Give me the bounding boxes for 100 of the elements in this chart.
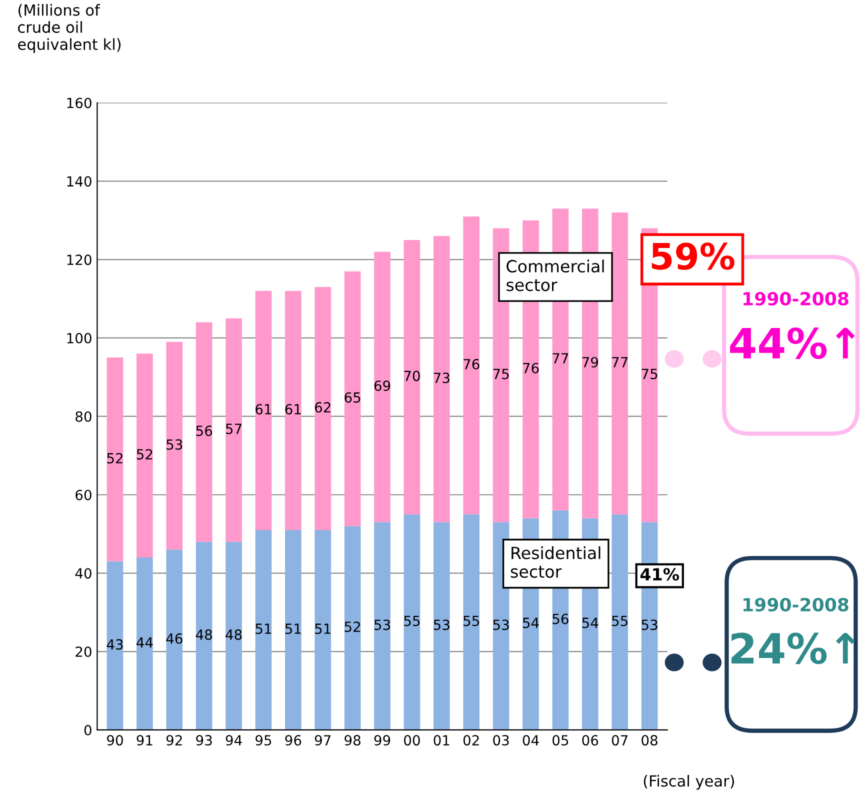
- y-tick-label: 80: [76, 411, 92, 422]
- data-label: 43: [106, 639, 123, 650]
- bar: [612, 514, 628, 730]
- y-axis-title: (Millions of crude oil equivalent kl): [18, 4, 121, 54]
- data-label: 76: [523, 362, 539, 374]
- x-tick-label: 96: [285, 735, 302, 746]
- bar: [226, 318, 242, 542]
- annotation: 59%: [652, 242, 734, 270]
- bar: [374, 252, 390, 522]
- annotation: Residential sector: [510, 546, 600, 578]
- bar: [314, 287, 332, 530]
- x-tick-label: 00: [404, 735, 420, 746]
- y-tick-label: 140: [67, 176, 92, 187]
- data-label: 62: [315, 402, 330, 413]
- data-label: 70: [404, 370, 420, 382]
- data-label: 48: [196, 629, 212, 640]
- bar: [285, 530, 302, 730]
- y-tick-label: 160: [67, 98, 92, 108]
- data-label: 56: [196, 426, 212, 436]
- y-tick-label: 40: [75, 568, 92, 579]
- x-tick-label: 03: [493, 735, 509, 746]
- data-label: 53: [434, 620, 450, 630]
- y-tick-label: 60: [76, 490, 92, 500]
- data-label: 55: [464, 616, 479, 626]
- data-label: 52: [136, 449, 152, 460]
- data-label: 61: [256, 404, 272, 415]
- data-label: 51: [256, 624, 272, 634]
- text: 1990-2008: [744, 598, 848, 612]
- data-label: 57: [226, 424, 242, 434]
- bar: [433, 236, 450, 522]
- x-tick-label: 95: [256, 735, 272, 746]
- x-tick-label: 92: [166, 735, 182, 746]
- bar: [166, 342, 183, 550]
- y-tick-label: 0: [84, 724, 92, 736]
- x-tick-label: 06: [582, 735, 598, 746]
- bar: [344, 271, 361, 526]
- data-label: 69: [374, 380, 390, 391]
- bar: [196, 322, 212, 542]
- x-tick-label: 01: [434, 735, 450, 746]
- data-label: 54: [582, 618, 598, 628]
- bar: [285, 290, 302, 530]
- x-tick-label: 91: [136, 735, 152, 746]
- bar: [255, 290, 272, 530]
- annotation: 41%: [640, 568, 680, 581]
- bar: [374, 522, 390, 730]
- data-label: 44: [136, 637, 153, 648]
- y-tick-label: 20: [76, 646, 92, 658]
- data-label: 73: [434, 372, 450, 384]
- data-label: 76: [464, 358, 480, 370]
- bar: [106, 358, 124, 562]
- bar: [404, 240, 420, 514]
- x-tick-label: 02: [463, 735, 479, 746]
- x-tick-label: 08: [642, 735, 658, 746]
- data-label: 53: [166, 439, 182, 450]
- x-tick-label: 94: [226, 735, 242, 746]
- data-label: 56: [552, 614, 568, 624]
- data-label: 54: [522, 618, 539, 628]
- data-label: 53: [374, 620, 390, 630]
- bar: [255, 530, 272, 730]
- bar: [136, 354, 153, 558]
- bar: [612, 212, 628, 514]
- x-tick-label: 07: [612, 735, 628, 746]
- data-label: 48: [226, 629, 242, 640]
- data-label: 77: [612, 357, 628, 368]
- data-label: 61: [285, 404, 301, 415]
- data-label: 75: [493, 368, 509, 380]
- text: 44%↑: [730, 327, 855, 359]
- annotation: Commercial sector: [506, 260, 604, 292]
- data-label: 46: [166, 633, 182, 644]
- x-tick-label: 05: [552, 735, 568, 746]
- data-label: 79: [582, 356, 598, 368]
- bar: [433, 522, 450, 730]
- x-tick-label: 90: [107, 735, 123, 746]
- data-label: 75: [642, 368, 658, 380]
- data-label: 53: [493, 620, 509, 630]
- x-tick-label: 04: [522, 735, 539, 746]
- bar: [226, 542, 242, 730]
- data-label: 55: [612, 616, 628, 626]
- bar: [463, 514, 480, 730]
- x-tick-label: 98: [344, 735, 360, 746]
- data-label: 77: [552, 353, 568, 364]
- y-tick-label: 100: [67, 332, 92, 344]
- x-tick-label: 97: [314, 735, 331, 746]
- text: 1990-2008: [744, 292, 848, 306]
- data-label: 51: [315, 624, 330, 634]
- bar: [196, 542, 212, 730]
- data-label: 52: [107, 452, 122, 464]
- y-tick-label: 120: [67, 254, 92, 266]
- data-label: 55: [404, 616, 420, 626]
- data-label: 65: [344, 392, 360, 403]
- x-tick-label: 93: [196, 735, 212, 746]
- bar: [404, 514, 420, 730]
- bar: [314, 530, 332, 730]
- x-tick-label: 99: [374, 735, 390, 746]
- data-label: 53: [642, 620, 658, 630]
- data-label: 51: [285, 624, 301, 634]
- bar: [106, 561, 124, 730]
- bar: [463, 216, 480, 514]
- bar: [166, 550, 183, 730]
- x-axis-title: (Fiscal year): [644, 774, 734, 790]
